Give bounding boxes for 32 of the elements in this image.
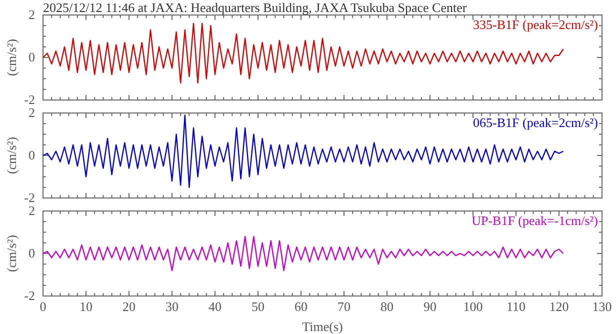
x-tick-label: 30 — [166, 299, 178, 314]
x-tick-label: 90 — [424, 299, 436, 314]
x-tick-label: 40 — [208, 299, 222, 314]
chart-title: 2025/12/12 11:46 at JAXA: Headquarters Building, JAXA Tsukuba Space Center — [43, 0, 468, 15]
y-axis-title: (cm/s²) — [4, 38, 19, 76]
y-tick-label: 2 — [28, 105, 35, 120]
x-axis-title: Time(s) — [302, 319, 343, 334]
y-axis-title: (cm/s²) — [4, 136, 19, 174]
y-tick-label: 0 — [28, 148, 35, 163]
y-tick-label: 0 — [28, 246, 35, 261]
y-tick-label: -2 — [24, 288, 35, 304]
x-tick-label: 80 — [380, 299, 394, 314]
y-tick-label: 2 — [28, 7, 35, 22]
x-tick-label: 20 — [122, 299, 136, 314]
x-tick-label: 70 — [338, 299, 350, 314]
x-tick-label: 10 — [80, 299, 92, 314]
line-series — [42, 236, 564, 272]
series-label: 065-B1F (peak=2cm/s²) — [473, 115, 598, 130]
y-tick-label: -2 — [24, 190, 35, 206]
series-label: 335-B1F (peak=2cm/s²) — [473, 17, 598, 32]
series-label: UP-B1F (peak=-1cm/s²) — [472, 213, 598, 228]
x-tick-label: 110 — [506, 299, 526, 314]
x-tick-label: 50 — [252, 299, 264, 314]
y-tick-label: 2 — [28, 203, 35, 218]
x-tick-label: 130 — [592, 299, 612, 314]
x-tick-label: 100 — [463, 299, 483, 314]
x-tick-label: 60 — [294, 299, 308, 314]
y-tick-label: 0 — [28, 50, 35, 65]
x-tick-label: 120 — [549, 299, 569, 314]
y-tick-label: -2 — [24, 92, 35, 108]
x-tick-label: 0 — [40, 299, 46, 314]
y-axis-title: (cm/s²) — [4, 234, 19, 272]
